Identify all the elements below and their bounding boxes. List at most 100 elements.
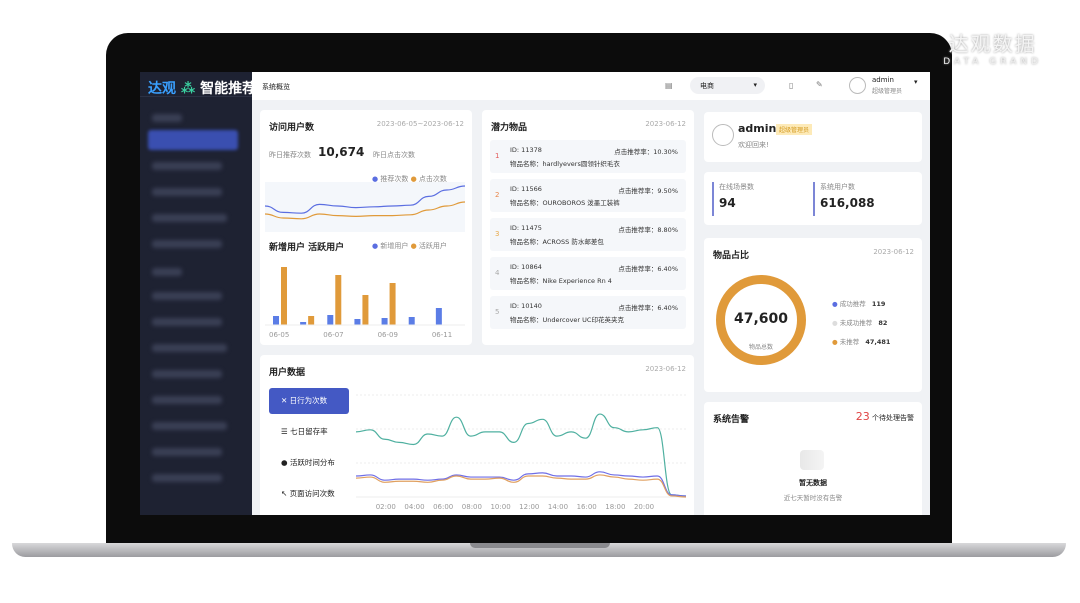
sidebar-item[interactable] — [152, 396, 222, 404]
tab-daily-actions[interactable]: ✕ 日行为次数 — [269, 388, 349, 414]
empty-data-icon — [800, 450, 824, 470]
user-name[interactable]: admin — [872, 76, 894, 84]
card-date: 2023-06-12 — [645, 365, 686, 373]
document-icon[interactable]: ▯ — [789, 81, 794, 90]
watermark-title: 达观数据 — [948, 32, 1037, 56]
alert-count-suffix[interactable]: 个待处理告警 — [872, 414, 914, 422]
series-line — [356, 471, 687, 497]
x-tick-label: 20:00 — [634, 503, 654, 511]
card-title: 潜力物品 — [491, 123, 528, 133]
series-line — [356, 474, 687, 498]
tab-page-visits[interactable]: ↖ 页面访问次数 — [281, 489, 335, 498]
edit-icon[interactable]: ✎ — [816, 80, 823, 89]
legend-dot: ● — [832, 319, 838, 327]
series-line — [356, 413, 687, 497]
item-name: 物品名称：ACROSS 防水邮差包 — [510, 236, 604, 246]
stat-label: 在线场景数 — [719, 183, 754, 191]
tab-retention[interactable]: ☰ 七日留存率 — [281, 427, 328, 436]
x-tick-label: 18:00 — [605, 503, 625, 511]
item-id: ID: 11378 — [510, 146, 542, 154]
item-id: ID: 10864 — [510, 263, 542, 271]
rec-value: 10,674 — [318, 145, 365, 159]
potential-item[interactable]: 3 ID: 11475 点击推荐率：8.80% 物品名称：ACROSS 防水邮差包 — [490, 218, 686, 251]
rate-value: 9.50% — [657, 187, 678, 195]
bar — [389, 283, 396, 325]
click-label: 昨日点击次数 — [373, 151, 415, 159]
sidebar-group — [152, 268, 182, 276]
alert-count: 23 — [855, 410, 870, 423]
series-line — [265, 185, 465, 214]
stat-value: 616,088 — [820, 196, 875, 210]
watermark-logo: 达观数据 DATA GRAND — [943, 28, 1042, 67]
x-tick-label: 06-05 — [269, 331, 289, 339]
card-title: 访问用户数 — [269, 123, 315, 133]
divider — [140, 96, 252, 97]
sidebar-item[interactable] — [152, 474, 222, 482]
industry-select[interactable]: 电商 ▾ — [690, 77, 765, 94]
watermark-subtitle: DATA GRAND — [943, 57, 1042, 67]
donut-total: 47,600 — [733, 311, 789, 327]
visits-line-chart — [265, 182, 465, 232]
sidebar-item[interactable] — [152, 344, 227, 352]
card-title: 物品占比 — [713, 251, 750, 261]
potential-item[interactable]: 2 ID: 11566 点击推荐率：9.50% 物品名称：OUROBOROS 泼墨工装… — [490, 179, 686, 212]
click-rate: 点击推荐率：9.50% — [618, 185, 678, 195]
sidebar-item[interactable] — [152, 240, 222, 248]
legend-label: 未成功推荐 — [839, 319, 873, 327]
name-label: 物品名称： — [510, 160, 543, 168]
name-value: ACROSS 防水邮差包 — [542, 238, 604, 246]
rate-value: 6.40% — [657, 304, 678, 312]
rank: 5 — [495, 308, 500, 316]
laptop-notch — [470, 543, 610, 548]
click-rate: 点击推荐率：10.30% — [614, 146, 678, 156]
profile-avatar — [712, 124, 734, 146]
tab-active-time[interactable]: ● 活跃时间分布 — [281, 458, 335, 467]
potential-item[interactable]: 1 ID: 11378 点击推荐率：10.30% 物品名称：hardlyevers圆领… — [490, 140, 686, 173]
bar — [281, 267, 287, 325]
x-tick-label: 06-09 — [378, 331, 398, 339]
sidebar-item[interactable] — [152, 292, 222, 300]
app-logo[interactable]: 达观 ⁂ 智能推荐 — [148, 78, 256, 98]
bar — [435, 308, 442, 325]
user-menu-chevron-icon[interactable]: ▾ — [914, 78, 918, 86]
x-tick-label: 06:00 — [433, 503, 453, 511]
sidebar-item[interactable] — [152, 370, 222, 378]
sidebar: 达观 ⁂ 智能推荐 — [140, 72, 256, 515]
potential-item[interactable]: 4 ID: 10864 点击推荐率：6.40% 物品名称：Nike Experienc… — [490, 257, 686, 290]
tab-label: 七日留存率 — [290, 427, 328, 436]
date-range: 2023-06-05~2023-06-12 — [376, 120, 464, 128]
avatar[interactable] — [849, 77, 866, 94]
card-date: 2023-06-12 — [645, 120, 686, 128]
alerts-card: 系统告警 23 个待处理告警 暂无数据 近七天暂时没有告警 — [704, 402, 922, 515]
legend-click: 点击次数 — [418, 175, 447, 183]
layout-icon[interactable]: ▤ — [665, 81, 673, 90]
rate-value: 8.80% — [657, 226, 678, 234]
name-label: 物品名称： — [510, 238, 543, 246]
bar — [300, 322, 307, 325]
stats-card: 在线场景数 94 系统用户数 616,088 — [704, 172, 922, 225]
legend-dot: ● — [832, 338, 838, 346]
ratio-legend-item: ● 未成功推荐 82 — [832, 317, 890, 327]
users-bar-chart: 06-05 06-07 06-09 06-11 — [265, 267, 465, 339]
rank: 2 — [495, 191, 500, 199]
sidebar-item[interactable] — [152, 162, 222, 170]
sidebar-item[interactable] — [152, 448, 222, 456]
sidebar-item-active[interactable] — [148, 130, 238, 150]
sidebar-item[interactable] — [152, 318, 222, 326]
bar — [327, 315, 334, 325]
item-name: 物品名称：Nike Experience Rn 4 — [510, 275, 612, 285]
click-rate: 点击推荐率：8.80% — [618, 224, 678, 234]
stat-system-users: 系统用户数 616,088 — [813, 182, 875, 216]
card-title: 用户数据 — [269, 368, 306, 378]
click-rate: 点击推荐率：6.40% — [618, 263, 678, 273]
sidebar-item[interactable] — [152, 214, 227, 222]
name-label: 物品名称： — [510, 316, 543, 324]
logo-brand: 达观 — [148, 81, 176, 97]
sidebar-item[interactable] — [152, 188, 222, 196]
x-tick-label: 06-11 — [432, 331, 452, 339]
potential-item[interactable]: 5 ID: 10140 点击推荐率：6.40% 物品名称：Undercover UC印… — [490, 296, 686, 329]
item-ratio-card: 物品占比 2023-06-12 47,600 物品总数 ● 成功推荐 119 ● … — [704, 238, 922, 392]
legend-label: 未推荐 — [839, 338, 860, 346]
sidebar-item[interactable] — [152, 422, 227, 430]
name-label: 物品名称： — [510, 199, 543, 207]
